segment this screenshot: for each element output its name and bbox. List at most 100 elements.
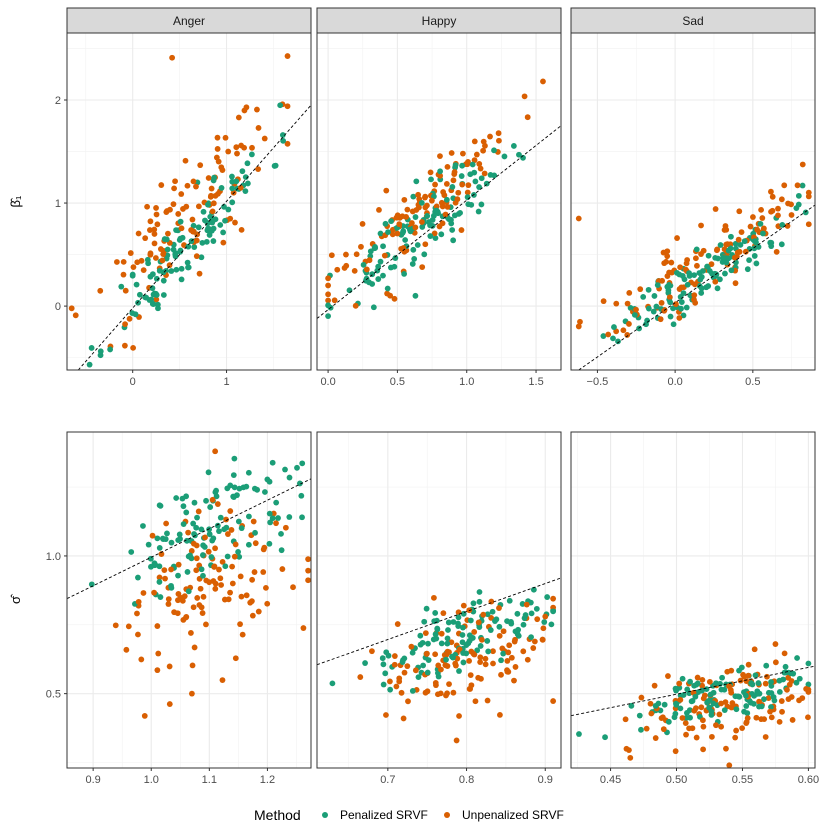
- point-unpenalized: [459, 181, 466, 188]
- point-penalized: [410, 246, 417, 253]
- point-penalized: [407, 228, 414, 235]
- point-unpenalized: [185, 529, 192, 536]
- point-unpenalized: [165, 230, 171, 237]
- point-penalized: [401, 271, 408, 277]
- x-tick-label: 0.60: [798, 774, 819, 786]
- point-unpenalized: [676, 315, 683, 321]
- point-penalized: [760, 230, 766, 237]
- y-tick-label: 2: [55, 95, 61, 107]
- point-unpenalized: [676, 680, 683, 687]
- point-penalized: [755, 680, 762, 686]
- point-unpenalized: [353, 251, 360, 258]
- point-unpenalized: [476, 161, 483, 167]
- point-unpenalized: [456, 646, 463, 653]
- point-penalized: [201, 544, 208, 550]
- point-penalized: [412, 292, 419, 299]
- point-unpenalized: [428, 197, 435, 204]
- point-unpenalized: [684, 257, 691, 263]
- panel-background: [571, 33, 815, 370]
- point-unpenalized: [237, 621, 243, 628]
- point-unpenalized: [261, 135, 268, 142]
- point-penalized: [655, 700, 662, 707]
- point-unpenalized: [183, 614, 189, 621]
- point-penalized: [180, 521, 187, 528]
- point-penalized: [670, 321, 677, 328]
- point-penalized: [164, 246, 171, 253]
- point-unpenalized: [437, 153, 443, 160]
- point-unpenalized: [188, 630, 194, 636]
- point-penalized: [205, 201, 211, 208]
- point-penalized: [749, 681, 756, 688]
- point-unpenalized: [472, 698, 479, 705]
- y-tick-label: 0: [55, 301, 61, 313]
- point-penalized: [445, 627, 451, 633]
- point-unpenalized: [776, 718, 783, 725]
- point-unpenalized: [550, 595, 557, 602]
- point-penalized: [463, 650, 470, 657]
- point-penalized: [799, 182, 806, 189]
- point-penalized: [402, 237, 409, 243]
- point-penalized: [273, 499, 280, 506]
- point-unpenalized: [775, 212, 781, 219]
- point-unpenalized: [520, 648, 527, 655]
- point-unpenalized: [691, 707, 698, 714]
- point-unpenalized: [738, 229, 745, 236]
- point-unpenalized: [197, 162, 204, 169]
- point-penalized: [717, 242, 724, 248]
- point-penalized: [267, 519, 274, 526]
- point-unpenalized: [228, 527, 235, 533]
- point-penalized: [154, 535, 161, 542]
- point-penalized: [725, 247, 732, 254]
- point-unpenalized: [217, 575, 224, 582]
- point-unpenalized: [225, 531, 231, 537]
- point-unpenalized: [250, 518, 257, 525]
- point-unpenalized: [223, 516, 229, 523]
- point-unpenalized: [422, 204, 429, 211]
- point-unpenalized: [229, 580, 236, 587]
- point-unpenalized: [722, 223, 729, 229]
- panel-border-beta1-anger: [66, 32, 312, 371]
- point-unpenalized: [237, 184, 244, 191]
- point-penalized: [443, 656, 449, 663]
- point-unpenalized: [683, 731, 689, 738]
- point-penalized: [476, 184, 483, 190]
- panel-border-sigma-sad: [570, 431, 816, 769]
- x-tick-label: 0.45: [600, 774, 621, 786]
- point-penalized: [444, 635, 451, 642]
- point-unpenalized: [784, 223, 791, 229]
- point-penalized: [615, 338, 621, 345]
- x-tick-label: 0.5: [390, 376, 405, 388]
- point-penalized: [746, 257, 752, 264]
- point-unpenalized: [723, 745, 729, 752]
- point-unpenalized: [482, 655, 489, 662]
- point-penalized: [720, 254, 727, 261]
- point-unpenalized: [168, 566, 175, 573]
- point-penalized: [385, 229, 391, 236]
- point-unpenalized: [154, 667, 161, 674]
- point-penalized: [781, 669, 788, 676]
- point-unpenalized: [153, 211, 160, 218]
- point-penalized: [753, 260, 760, 267]
- point-unpenalized: [68, 305, 75, 312]
- point-unpenalized: [432, 181, 438, 188]
- point-penalized: [459, 624, 466, 631]
- point-unpenalized: [781, 650, 788, 657]
- point-penalized: [235, 549, 241, 555]
- point-unpenalized: [231, 553, 238, 560]
- point-penalized: [205, 225, 211, 232]
- point-unpenalized: [202, 534, 208, 541]
- point-unpenalized: [665, 673, 671, 679]
- point-penalized: [742, 692, 749, 699]
- point-unpenalized: [163, 520, 170, 527]
- point-penalized: [198, 566, 205, 573]
- point-penalized: [411, 255, 418, 262]
- point-unpenalized: [672, 748, 679, 755]
- point-penalized: [718, 686, 725, 693]
- point-penalized: [383, 649, 390, 656]
- point-unpenalized: [142, 235, 149, 242]
- point-penalized: [168, 268, 175, 274]
- point-unpenalized: [620, 327, 627, 334]
- point-penalized: [768, 690, 775, 696]
- point-unpenalized: [468, 682, 475, 689]
- point-unpenalized: [439, 220, 446, 227]
